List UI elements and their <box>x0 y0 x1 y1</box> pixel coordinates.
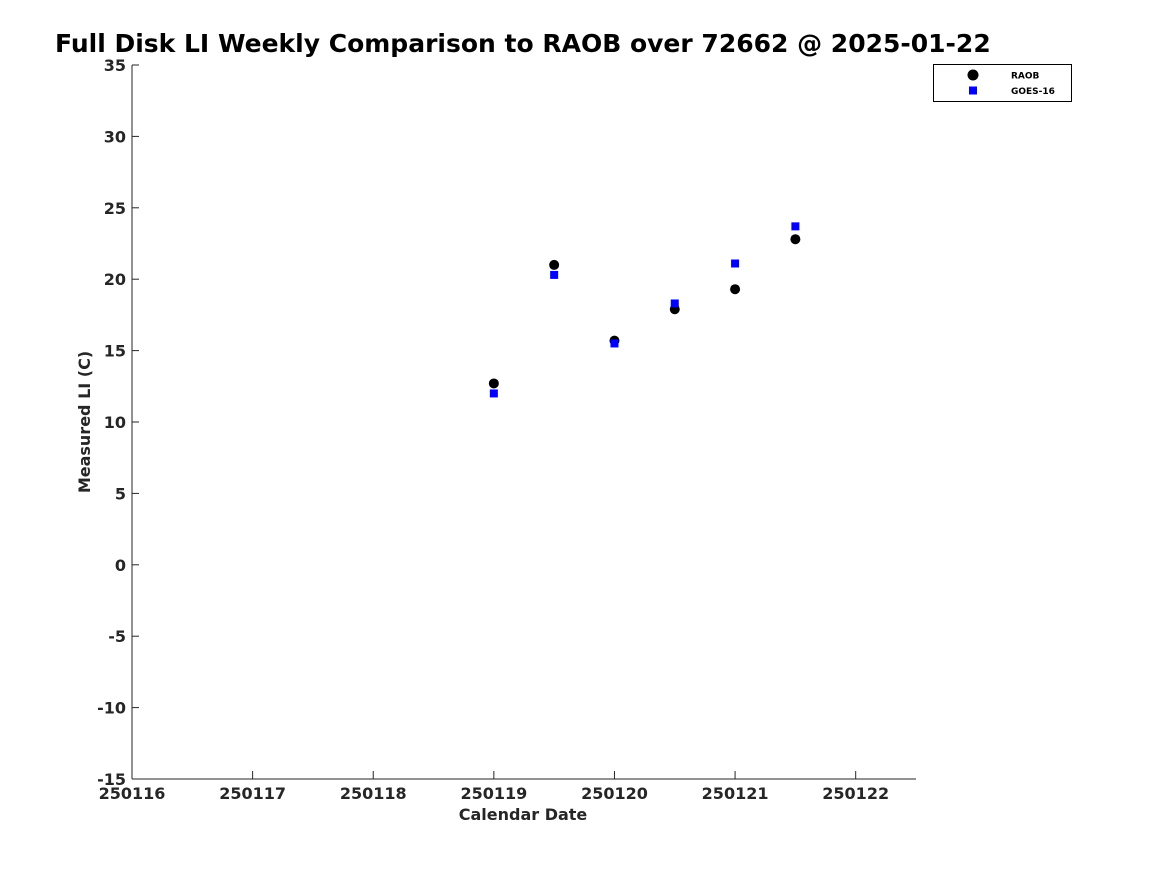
legend-marker-goes-16 <box>969 86 977 95</box>
x-axis-label: Calendar Date <box>459 805 588 824</box>
raob-point <box>730 284 741 295</box>
raob-point <box>488 378 499 389</box>
legend: RAOB GOES-16 <box>933 64 1072 102</box>
goes-16-point <box>731 259 740 268</box>
raob-point <box>790 234 801 245</box>
x-tick-label: 250116 <box>99 784 166 803</box>
y-tick-label: 35 <box>104 56 126 75</box>
y-tick-label: -5 <box>108 627 126 646</box>
y-tick-label: 5 <box>115 484 126 503</box>
plot-axes <box>131 65 916 780</box>
legend-marker-raob <box>967 69 979 81</box>
raob-point <box>549 259 560 270</box>
x-tick-label: 250120 <box>581 784 648 803</box>
x-tick-label: 250117 <box>219 784 286 803</box>
x-tick-label: 250122 <box>822 784 889 803</box>
x-tick-label: 250118 <box>340 784 407 803</box>
y-tick-label: 20 <box>104 270 126 289</box>
goes-16-point <box>610 339 619 348</box>
y-axis-label: Measured LI (C) <box>75 351 94 493</box>
goes-16-point <box>489 389 498 398</box>
chart-title: Full Disk LI Weekly Comparison to RAOB o… <box>55 29 991 58</box>
y-tick-label: 0 <box>115 556 126 575</box>
y-tick-label: 15 <box>104 342 126 361</box>
y-tick-label: -10 <box>97 699 126 718</box>
y-tick-label: -15 <box>97 770 126 789</box>
y-tick-label: 30 <box>104 127 126 146</box>
goes-16-point <box>791 222 800 231</box>
legend-box <box>933 64 1072 102</box>
y-tick-label: 10 <box>104 413 126 432</box>
legend-label-raob: RAOB <box>1011 72 1040 82</box>
y-tick-label: 25 <box>104 199 126 218</box>
goes-16-point <box>670 299 679 308</box>
y-ticks: -15 -10 -5 0 5 10 15 20 25 30 35 <box>97 56 139 789</box>
legend-label-goes-16: GOES-16 <box>1011 87 1055 97</box>
goes-16-point <box>550 270 559 279</box>
x-tick-label: 250119 <box>460 784 527 803</box>
x-ticks: 250116 250117 250118 250119 250120 250121 2501… <box>99 771 889 803</box>
data-points <box>488 222 801 398</box>
x-tick-label: 250121 <box>702 784 769 803</box>
